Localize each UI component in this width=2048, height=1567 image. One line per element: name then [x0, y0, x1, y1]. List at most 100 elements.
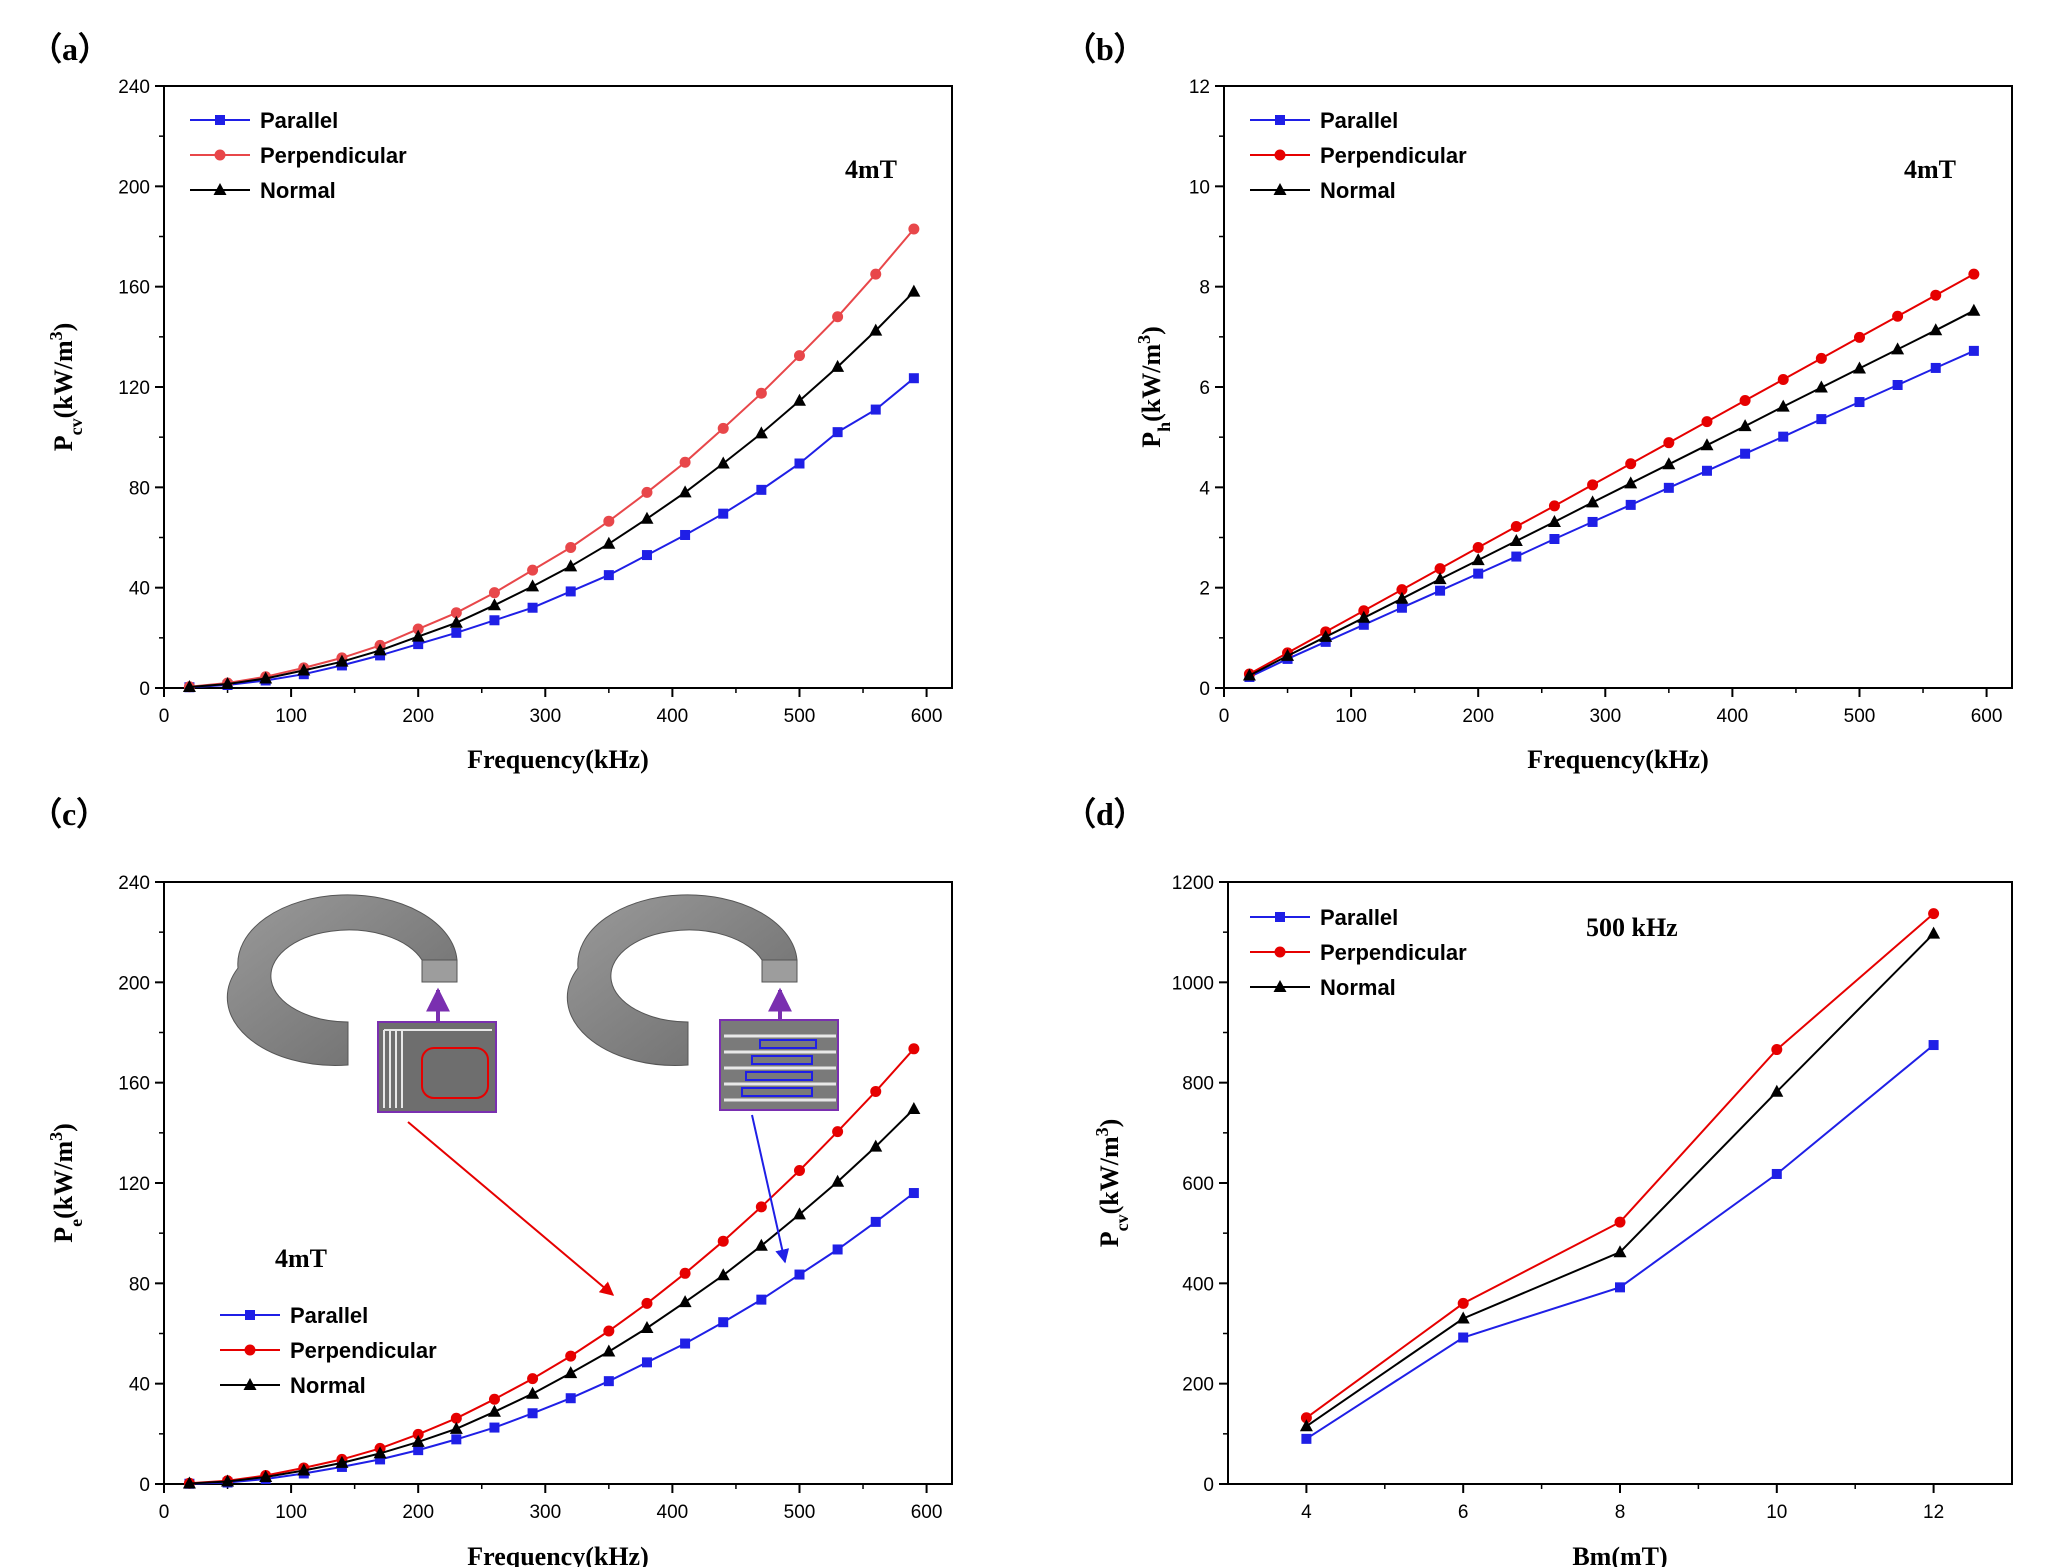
- data-point-parallel: [413, 639, 424, 650]
- y-tick-label: 8: [1199, 278, 1210, 299]
- x-tick-label: 100: [1335, 706, 1367, 727]
- x-tick-label: 100: [275, 1502, 307, 1523]
- legend-marker: [1273, 183, 1287, 195]
- data-point-perpendicular: [412, 623, 424, 635]
- pointer-arrow-blue: [751, 1114, 790, 1264]
- data-point-perpendicular: [527, 1373, 539, 1385]
- x-tick-label: 500: [784, 706, 816, 727]
- data-point-perpendicular: [1892, 310, 1904, 322]
- data-point-parallel: [641, 1357, 652, 1368]
- x-tick-label: 0: [159, 706, 170, 727]
- data-point-normal: [1509, 534, 1523, 547]
- data-point-normal: [602, 536, 616, 549]
- data-point-parallel: [565, 1393, 576, 1404]
- panel-a: （a） 0 100 200 300 400 500 600 0 40 80 120 160 200 240 F…: [30, 31, 953, 774]
- data-point-normal: [335, 1455, 349, 1468]
- x-tick-label: 100: [275, 706, 307, 727]
- data-point-normal: [1456, 1311, 1470, 1324]
- data-point-normal: [487, 1404, 501, 1417]
- y-tick-label: 10: [1189, 177, 1210, 198]
- y-tick-label: 160: [118, 1074, 150, 1095]
- series-line-parallel: [189, 377, 915, 689]
- panel-label: （a）: [30, 31, 110, 67]
- inset-perpendicular-core: [566, 894, 839, 1111]
- x-tick-label: 400: [657, 706, 689, 727]
- data-point-perpendicular: [755, 1201, 767, 1213]
- data-point-normal: [1700, 438, 1714, 451]
- y-tick-label: 40: [129, 1375, 150, 1396]
- y-axis-title-part: (kW/m: [1095, 1136, 1124, 1214]
- y-axis-title-part: P: [49, 435, 78, 451]
- data-point-normal: [564, 559, 578, 572]
- x-tick-label: 200: [402, 706, 434, 727]
- data-point-normal: [564, 1366, 578, 1379]
- data-point-normal: [1770, 1084, 1784, 1097]
- y-axis-title-part: ): [49, 1123, 78, 1132]
- data-point-parallel: [451, 627, 462, 638]
- y-tick-label: 0: [139, 1475, 150, 1496]
- x-tick-label: 600: [911, 1502, 943, 1523]
- eddy-loops-right: [741, 1039, 817, 1097]
- data-point-normal: [449, 615, 463, 628]
- data-point-parallel: [908, 1188, 919, 1199]
- data-point-normal: [869, 1139, 883, 1152]
- legend-marker: [243, 1378, 257, 1390]
- data-point-parallel: [527, 602, 538, 613]
- legend-label: Normal: [290, 1373, 366, 1398]
- data-point-parallel: [1771, 1168, 1782, 1179]
- x-tick-label: 6: [1458, 1502, 1469, 1523]
- data-point-parallel: [1968, 345, 1979, 356]
- data-point-perpendicular: [1614, 1216, 1626, 1228]
- legend-marker: [1274, 149, 1286, 161]
- data-point-normal: [1357, 610, 1371, 623]
- y-axis-title-part: P: [49, 1227, 78, 1243]
- data-point-normal: [526, 579, 540, 592]
- data-point-parallel: [680, 1338, 691, 1349]
- data-point-normal: [754, 426, 768, 439]
- data-point-normal: [792, 1207, 806, 1220]
- y-tick-label: 600: [1182, 1174, 1214, 1195]
- data-point-normal: [831, 359, 845, 372]
- panel-label: （b）: [1064, 31, 1146, 67]
- y-axis-title-part: ): [1095, 1119, 1124, 1128]
- series-line-perpendicular: [1305, 912, 1935, 1419]
- x-tick-label: 400: [1717, 706, 1749, 727]
- data-point-perpendicular: [1771, 1044, 1783, 1056]
- data-point-normal: [640, 511, 654, 524]
- data-point-perpendicular: [1701, 416, 1713, 428]
- data-point-normal: [1967, 303, 1981, 316]
- y-tick-label: 160: [118, 278, 150, 299]
- data-point-perpendicular: [832, 1126, 844, 1138]
- data-point-perpendicular: [1457, 1297, 1469, 1309]
- data-point-parallel: [1740, 448, 1751, 459]
- y-tick-label: 200: [118, 177, 150, 198]
- data-point-normal: [259, 671, 273, 684]
- data-point-parallel: [489, 1422, 500, 1433]
- data-point-perpendicular: [1739, 395, 1751, 407]
- data-point-perpendicular: [1928, 908, 1940, 920]
- data-point-parallel: [1625, 499, 1636, 510]
- data-point-parallel: [603, 570, 614, 581]
- laminate-layers-right: [724, 1034, 836, 1102]
- y-tick-label: 240: [118, 873, 150, 894]
- x-tick-label: 500: [1844, 706, 1876, 727]
- y-tick-label: 0: [139, 679, 150, 700]
- data-point-perpendicular: [793, 1164, 805, 1176]
- data-point-parallel: [908, 373, 919, 384]
- data-point-perpendicular: [717, 422, 729, 434]
- data-point-normal: [1662, 457, 1676, 470]
- data-point-normal: [907, 284, 921, 297]
- data-point-parallel: [756, 1294, 767, 1305]
- x-tick-label: 200: [402, 1502, 434, 1523]
- data-point-parallel: [1854, 397, 1865, 408]
- series-line-normal: [1305, 932, 1935, 1428]
- data-point-parallel: [1701, 465, 1712, 476]
- data-point-normal: [1613, 1245, 1627, 1258]
- y-axis-title-part: cv: [1112, 1214, 1132, 1231]
- y-tick-label: 240: [118, 77, 150, 98]
- data-point-parallel: [565, 586, 576, 597]
- pointer-arrow-red: [407, 1121, 615, 1296]
- x-tick-label: 300: [1589, 706, 1621, 727]
- data-point-parallel: [1301, 1433, 1312, 1444]
- data-point-perpendicular: [565, 1350, 577, 1362]
